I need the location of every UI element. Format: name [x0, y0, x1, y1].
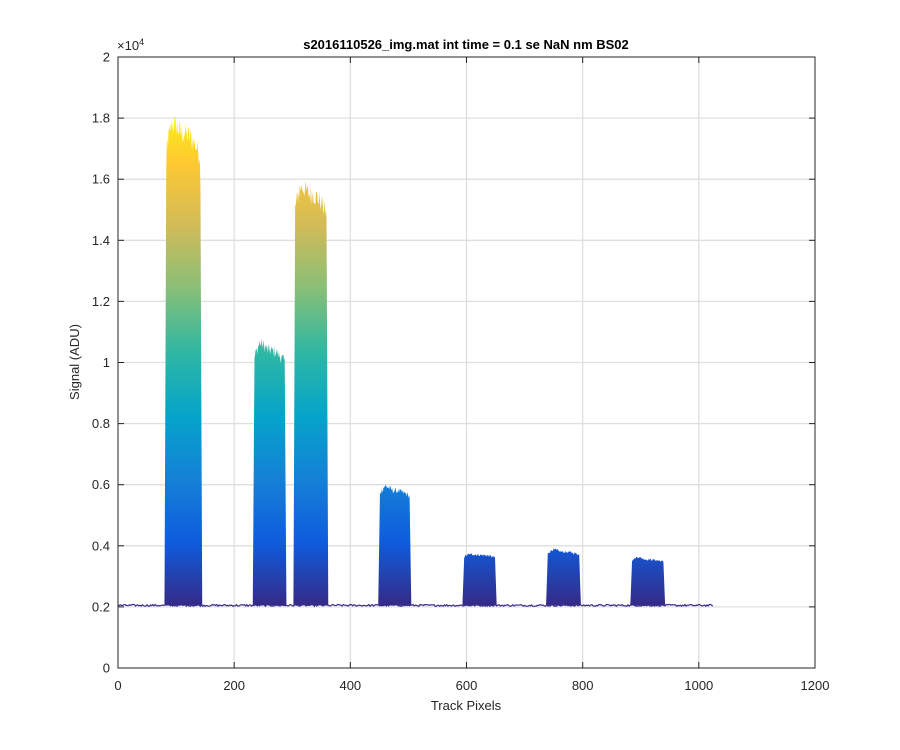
baseline-trace — [117, 603, 714, 608]
axis-ticks — [117, 56, 816, 669]
y-tick-labels: 0 0.2 0.4 0.6 0.8 1 1.2 1.4 1.6 1.8 2 — [92, 50, 110, 676]
y-tick-label: 1.2 — [92, 294, 110, 309]
signal-bands — [164, 116, 666, 606]
signal-band — [378, 484, 412, 606]
x-tick-label: 400 — [339, 678, 361, 693]
y-tick-label: 1.8 — [92, 111, 110, 126]
y-tick-label: 1.4 — [92, 233, 110, 248]
x-tick-label: 600 — [456, 678, 478, 693]
grid-lines — [118, 57, 815, 668]
chart-title: s2016110526_img.mat int time = 0.1 se Na… — [303, 37, 629, 52]
signal-band — [293, 180, 329, 606]
y-tick-label: 0.8 — [92, 416, 110, 431]
signal-band — [164, 116, 203, 606]
y-exponent-label: ×104 — [117, 37, 144, 53]
y-tick-label: 0.2 — [92, 599, 110, 614]
signal-band — [630, 556, 666, 606]
y-tick-label: 2 — [103, 50, 110, 65]
y-tick-label: 1 — [103, 355, 110, 370]
y-tick-label: 0.6 — [92, 477, 110, 492]
y-axis-label: Signal (ADU) — [67, 324, 82, 400]
x-tick-label: 1200 — [801, 678, 830, 693]
x-tick-label: 200 — [223, 678, 245, 693]
signal-band — [252, 338, 287, 606]
y-tick-label: 1.6 — [92, 172, 110, 187]
x-axis-label: Track Pixels — [431, 698, 502, 713]
x-tick-labels: 0 200 400 600 800 1000 1200 — [114, 678, 829, 693]
y-tick-label: 0 — [103, 661, 110, 676]
y-tick-label: 0.4 — [92, 538, 110, 553]
x-tick-label: 1000 — [684, 678, 713, 693]
signal-band — [546, 548, 581, 606]
x-tick-label: 800 — [572, 678, 594, 693]
x-tick-label: 0 — [114, 678, 121, 693]
signal-band — [462, 553, 497, 606]
